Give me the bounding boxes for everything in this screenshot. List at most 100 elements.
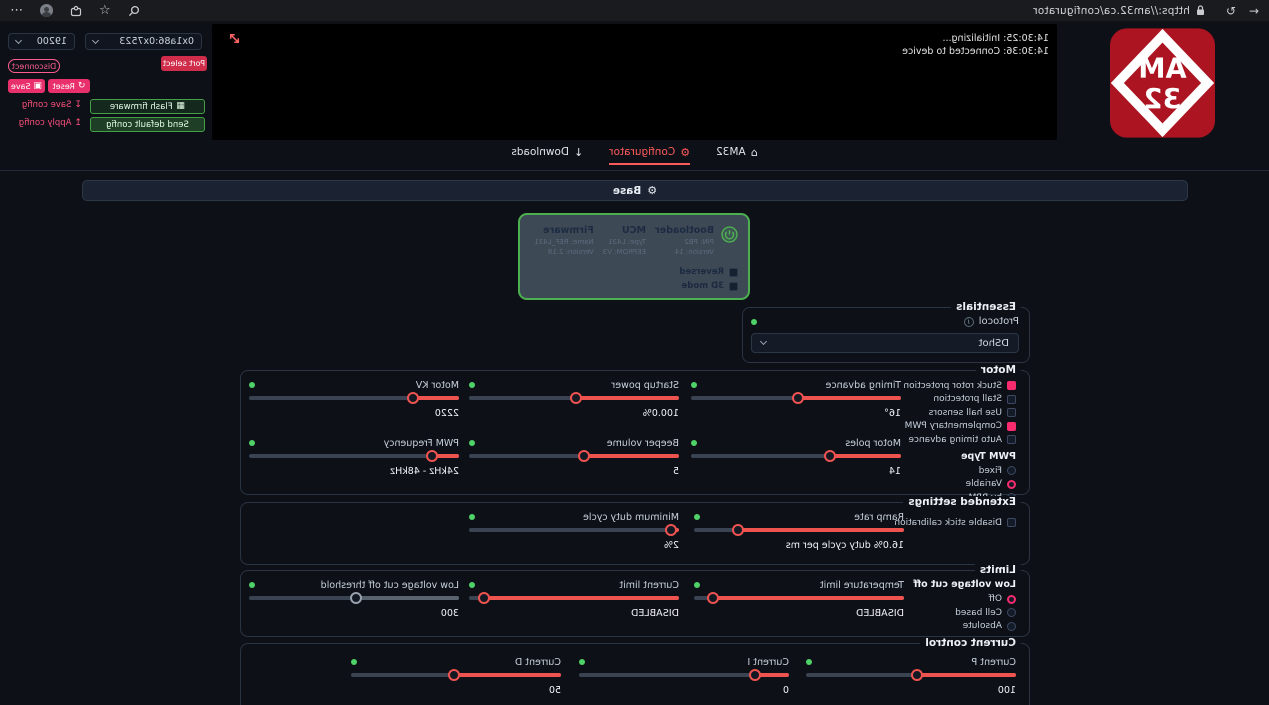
slider-track[interactable] [579, 669, 789, 681]
checkbox-stall-protection[interactable]: Stall protection [903, 394, 1016, 405]
slider-handle[interactable] [664, 524, 677, 536]
slider-handle[interactable] [706, 592, 719, 604]
am32-configurator-page: AM 32 14:30:25: Initializing... 14:30:36… [0, 22, 1269, 705]
slider-handle[interactable] [447, 669, 460, 681]
disconnect-button[interactable]: Disconnect [8, 59, 60, 73]
slider-track[interactable] [249, 450, 459, 462]
slider-handle[interactable] [792, 392, 805, 404]
tab-downloads-label: Downloads [511, 146, 570, 158]
section-extended-settings: Extended settings Disable stick calibrat… [240, 496, 1030, 565]
slider-value: 100.0% [642, 408, 679, 419]
firmware-info: Firmware Name: REF_L431 Version: 2.18 [534, 225, 593, 257]
tab-configurator[interactable]: ⚙ Configurator [609, 146, 691, 165]
save-config-icon: ↧ [74, 99, 82, 110]
mcu-line: EEPROM: V3 [602, 248, 647, 257]
radio-icon [1007, 479, 1016, 489]
protocol-row: Protocol i [751, 316, 1019, 327]
slider-handle[interactable] [578, 450, 591, 462]
slider-minimum-duty-cycle: Minimum duty cycle 2% [469, 511, 679, 551]
slider-value: 0 [782, 685, 789, 696]
reset-label: Reset [52, 81, 75, 91]
slider-value: DISABLED [856, 608, 904, 619]
slider-track[interactable] [691, 392, 901, 404]
baud-rate-select[interactable]: 19200 [8, 33, 75, 50]
section-current-control: Current control Current P 100 Current I … [240, 637, 1030, 705]
save-config-button[interactable]: ↧ Save config [22, 99, 82, 111]
apply-config-button[interactable]: ↥ Apply config [18, 118, 82, 129]
radio-pwm-variable[interactable]: Variable [903, 479, 1016, 490]
tab-downloads[interactable]: ↓ Downloads [511, 146, 583, 165]
3d-mode-label: 3D mode [681, 281, 724, 291]
checkbox-icon [1007, 394, 1016, 404]
slider-track[interactable] [249, 392, 459, 404]
log-panel: 14:30:25: Initializing... 14:30:36: Conn… [212, 24, 1057, 140]
reload-icon[interactable]: ↻ [1225, 3, 1236, 18]
reversed-checkbox[interactable]: Reversed [679, 267, 738, 277]
reset-icon: ↺ [77, 80, 86, 91]
bookmark-star-icon[interactable]: ☆ [99, 3, 111, 18]
checkbox-complementary-pwm[interactable]: Complementary PWM [903, 421, 1016, 432]
checkbox-disable-stick-calibration[interactable]: Disable stick calibration [894, 517, 1016, 528]
profile-avatar[interactable] [40, 4, 53, 17]
slider-handle[interactable] [570, 392, 583, 404]
slider-track[interactable] [694, 524, 904, 536]
slider-ramp-rate: Ramp rate 16.0% duty cycle per ms [694, 511, 904, 551]
port-select-button[interactable]: Port select [161, 56, 207, 71]
motor-toggle-column: Stuck rotor protection Stall protection … [903, 380, 1016, 503]
checkbox-auto-timing-advance[interactable]: Auto timing advance [903, 434, 1016, 445]
slider-handle[interactable] [911, 669, 924, 681]
slider-handle[interactable] [350, 592, 363, 604]
power-icon[interactable] [721, 226, 738, 243]
menu-dots-icon[interactable]: ⋯ [10, 3, 23, 18]
download-icon: ↓ [574, 145, 584, 159]
send-default-config-button[interactable]: Send default config [90, 117, 205, 132]
search-icon[interactable] [128, 5, 140, 17]
protocol-label: Protocol [978, 316, 1019, 327]
sync-dot [249, 440, 255, 446]
extensions-icon[interactable] [70, 5, 82, 17]
slider-track[interactable] [249, 592, 459, 604]
radio-pwm-fixed[interactable]: Fixed [903, 465, 1016, 476]
address-bar[interactable]: https://am32.ca/configurator [1025, 3, 1213, 19]
usb-device-select[interactable]: 0x1a86:0x7523 [85, 33, 202, 50]
slider-track[interactable] [806, 669, 1016, 681]
back-icon[interactable]: ← [1248, 3, 1259, 18]
slider-track[interactable] [351, 669, 561, 681]
slider-track[interactable] [469, 450, 679, 462]
reset-button[interactable]: ↺ Reset [48, 79, 90, 93]
radio-lvc-off[interactable]: Off [913, 594, 1016, 605]
info-icon[interactable]: i [963, 316, 974, 327]
slider-track[interactable] [469, 592, 679, 604]
radio-lvc-absolute[interactable]: Absolute [913, 621, 1016, 632]
checkbox-stuck-rotor-protection[interactable]: Stuck rotor protection [903, 380, 1016, 391]
base-section-header[interactable]: ⚙ Base [82, 180, 1188, 201]
radio-lvc-cell-based[interactable]: Cell based [913, 607, 1016, 618]
3d-mode-checkbox[interactable]: 3D mode [682, 281, 738, 291]
slider-track[interactable] [694, 592, 904, 604]
slider-current-d: Current D 50 [351, 656, 561, 696]
slider-handle[interactable] [823, 450, 836, 462]
flash-firmware-button[interactable]: ▦ Flash firmware [90, 99, 205, 114]
slider-handle[interactable] [425, 450, 438, 462]
checkbox-icon [1007, 381, 1016, 390]
slider-handle[interactable] [477, 592, 490, 604]
sync-dot [469, 582, 475, 588]
apply-config-label: Apply config [18, 118, 72, 128]
slider-handle[interactable] [406, 392, 419, 404]
slider-current-i: Current I 0 [579, 656, 789, 696]
protocol-select[interactable]: DShot [751, 333, 1019, 353]
checkbox-use-hall-sensors[interactable]: Use hall sensors [903, 407, 1016, 418]
save-label: Save [10, 81, 31, 91]
section-extended-title: Extended settings [903, 496, 1021, 508]
tab-am32[interactable]: ⌂ AM32 [716, 146, 758, 165]
slider-current-p: Current P 100 [806, 656, 1016, 696]
expand-log-icon[interactable] [228, 32, 241, 45]
slider-track[interactable] [469, 392, 679, 404]
slider-handle[interactable] [732, 524, 745, 536]
slider-handle[interactable] [749, 669, 762, 681]
slider-value: 24kHz - 48kHz [390, 466, 459, 477]
save-button[interactable]: ▣ Save [8, 79, 45, 93]
slider-track[interactable] [691, 450, 901, 462]
slider-track[interactable] [469, 524, 679, 536]
